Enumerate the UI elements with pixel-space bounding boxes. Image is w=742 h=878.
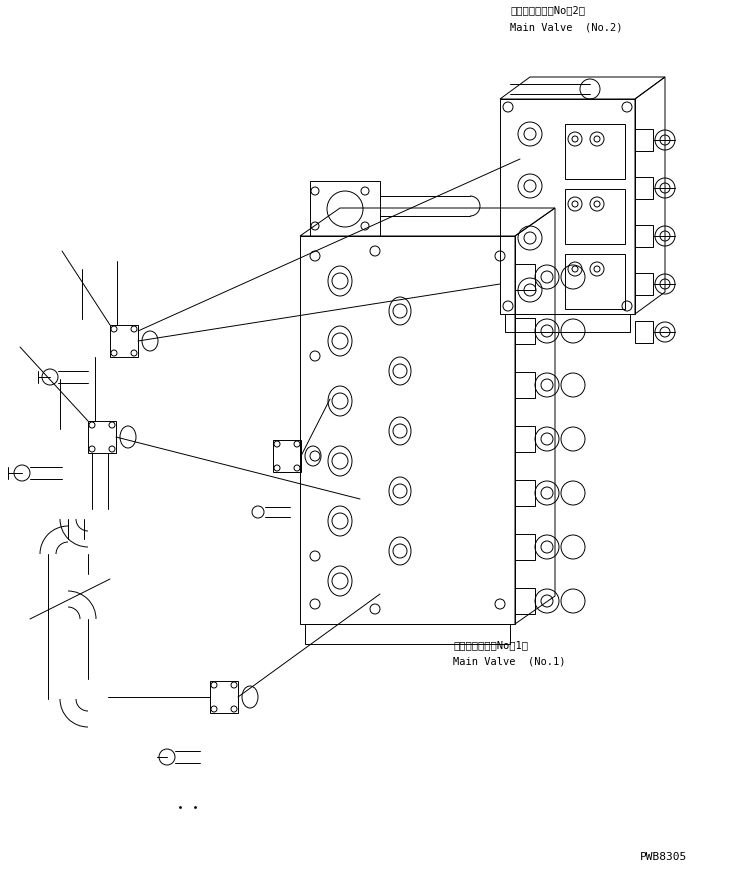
Bar (515, 480, 535, 507)
Bar (500, 100, 635, 314)
Bar (310, 182, 380, 237)
Bar (565, 255, 625, 310)
Bar (88, 421, 116, 453)
Bar (515, 588, 535, 615)
Bar (565, 190, 625, 245)
Bar (515, 319, 535, 344)
Bar (300, 237, 515, 624)
Bar (515, 372, 535, 399)
Bar (635, 274, 653, 296)
Text: Main Valve  (No.2): Main Valve (No.2) (510, 22, 623, 32)
Text: メインバルブ（No．2）: メインバルブ（No．2） (510, 5, 585, 15)
Bar (515, 427, 535, 452)
Text: Main Valve  (No.1): Main Valve (No.1) (453, 656, 565, 666)
Bar (210, 681, 238, 713)
Bar (305, 624, 510, 644)
Bar (635, 130, 653, 152)
Bar (565, 125, 625, 180)
Bar (515, 264, 535, 291)
Text: メインバルブ（No．1）: メインバルブ（No．1） (453, 639, 528, 649)
Bar (110, 326, 138, 357)
Text: PWB8305: PWB8305 (640, 851, 687, 861)
Bar (635, 178, 653, 200)
Bar (273, 441, 301, 472)
Bar (635, 226, 653, 248)
Bar (505, 314, 630, 333)
Bar (515, 535, 535, 560)
Bar (635, 321, 653, 343)
